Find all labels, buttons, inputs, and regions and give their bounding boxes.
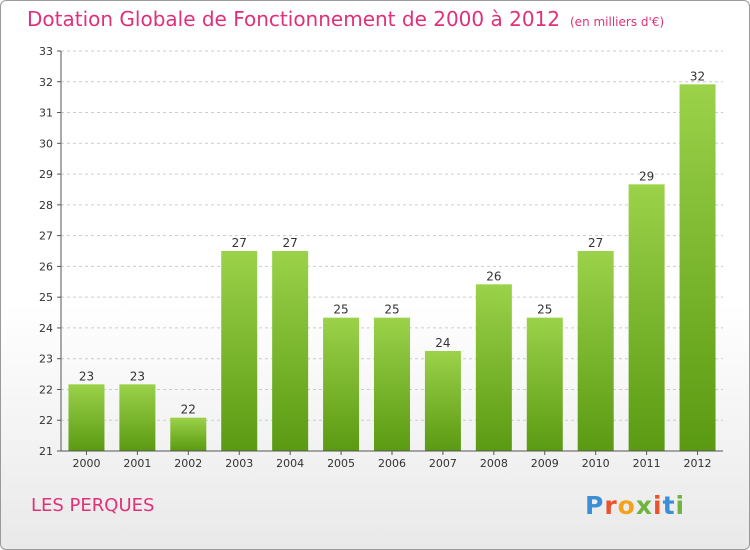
x-tick-label-2008: 2008 [480, 457, 508, 470]
bar-2012[interactable] [679, 84, 716, 451]
x-tick-label-2010: 2010 [582, 457, 610, 470]
bar-2008[interactable] [475, 284, 512, 451]
x-tick-label-2000: 2000 [72, 457, 100, 470]
bar-2011[interactable] [628, 184, 665, 452]
x-tick-label-2003: 2003 [225, 457, 253, 470]
value-label-2012: 32 [690, 69, 705, 83]
bar-2010[interactable] [577, 251, 614, 451]
commune-name: LES PERQUES [31, 495, 155, 516]
y-tick-label: 21 [39, 445, 53, 458]
logo-letter: x [635, 491, 653, 520]
y-tick-label: 23 [39, 353, 53, 366]
value-label-2005: 25 [333, 303, 348, 317]
x-tick-label-2004: 2004 [276, 457, 304, 470]
value-label-2011: 29 [639, 169, 654, 183]
logo-letter: P [585, 491, 605, 520]
bar-2000[interactable] [68, 384, 105, 451]
bar-2002[interactable] [170, 417, 207, 451]
logo-letter: r [604, 491, 618, 520]
value-label-2001: 23 [130, 369, 145, 383]
y-tick-label: 32 [39, 76, 53, 89]
y-tick-label: 24 [39, 322, 53, 335]
y-tick-label: 27 [39, 230, 53, 243]
value-label-2007: 24 [435, 336, 450, 350]
bar-2001[interactable] [119, 384, 156, 451]
y-tick-label: 28 [39, 199, 53, 212]
chart-subtitle: (en milliers d'€) [570, 15, 665, 29]
y-tick-label: 30 [39, 137, 53, 150]
bar-2003[interactable] [221, 251, 258, 451]
value-label-2006: 25 [384, 303, 399, 317]
value-label-2009: 25 [537, 303, 552, 317]
x-tick-label-2002: 2002 [174, 457, 202, 470]
x-tick-label-2001: 2001 [123, 457, 151, 470]
bar-2007[interactable] [424, 351, 461, 451]
x-tick-label-2007: 2007 [429, 457, 457, 470]
y-tick-label: 22 [39, 383, 53, 396]
x-tick-label-2012: 2012 [684, 457, 712, 470]
y-tick-label: 31 [39, 107, 53, 120]
y-tick-label: 29 [39, 168, 53, 181]
bar-2009[interactable] [526, 317, 563, 451]
chart-title-text: Dotation Globale de Fonctionnement de 20… [27, 7, 560, 31]
proxiti-logo[interactable]: Proxiti [585, 491, 685, 520]
y-tick-label: 26 [39, 260, 53, 273]
value-label-2002: 22 [181, 403, 196, 417]
logo-letter: t [662, 491, 676, 520]
logo-letter: i [653, 491, 663, 520]
value-label-2000: 23 [79, 369, 94, 383]
chart-title: Dotation Globale de Fonctionnement de 20… [27, 7, 664, 31]
value-label-2010: 27 [588, 236, 603, 250]
logo-letter: o [617, 491, 636, 520]
x-tick-label-2006: 2006 [378, 457, 406, 470]
x-tick-label-2005: 2005 [327, 457, 355, 470]
value-label-2004: 27 [283, 236, 298, 250]
y-tick-label: 33 [39, 45, 53, 58]
bar-2004[interactable] [272, 251, 309, 451]
bar-2005[interactable] [323, 317, 360, 451]
bar-2006[interactable] [374, 317, 410, 451]
logo-letter: i [675, 491, 686, 520]
value-label-2008: 26 [486, 269, 501, 283]
x-tick-label-2011: 2011 [633, 457, 661, 470]
x-tick-label-2009: 2009 [531, 457, 559, 470]
y-tick-label: 22 [39, 414, 53, 427]
y-tick-label: 25 [39, 291, 53, 304]
value-label-2003: 27 [232, 236, 247, 250]
